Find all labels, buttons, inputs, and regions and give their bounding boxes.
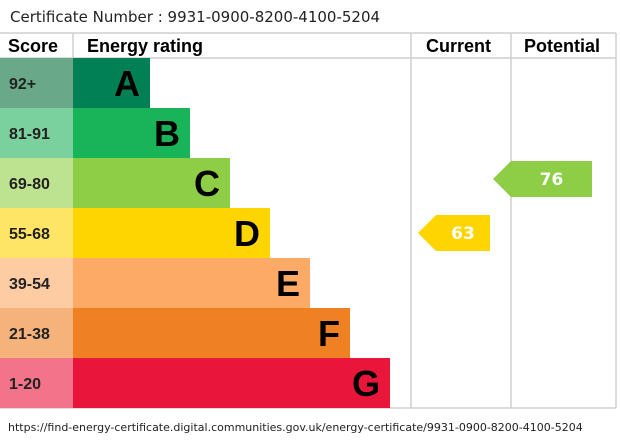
band-letter-B: B bbox=[154, 113, 180, 154]
header-potential: Potential bbox=[524, 36, 600, 56]
potential-rating-arrow bbox=[493, 161, 592, 197]
score-label-F: 21-38 bbox=[9, 326, 50, 343]
band-bar-B bbox=[73, 108, 190, 158]
score-label-E: 39-54 bbox=[9, 276, 50, 293]
score-label-D: 55-68 bbox=[9, 226, 50, 243]
band-bar-F bbox=[73, 308, 350, 358]
band-bar-G bbox=[73, 358, 390, 408]
band-bar-C bbox=[73, 158, 230, 208]
footer-url[interactable]: https://find-energy-certificate.digital.… bbox=[8, 421, 583, 434]
band-letter-A: A bbox=[114, 63, 140, 104]
score-cell-A bbox=[0, 58, 73, 108]
certificate-number: Certificate Number : 9931-0900-8200-4100… bbox=[10, 8, 380, 26]
score-cell-E bbox=[0, 258, 73, 308]
current-rating-value: 63 bbox=[451, 224, 475, 244]
band-letter-F: F bbox=[318, 313, 340, 354]
score-label-A: 92+ bbox=[9, 76, 36, 93]
band-bar-A bbox=[73, 58, 150, 108]
current-rating-arrow bbox=[418, 215, 490, 251]
score-label-C: 69-80 bbox=[9, 176, 50, 193]
header-energy-rating: Energy rating bbox=[87, 36, 203, 56]
score-cell-F bbox=[0, 308, 73, 358]
score-cell-G bbox=[0, 358, 73, 408]
band-letter-C: C bbox=[194, 163, 220, 204]
score-label-G: 1-20 bbox=[9, 376, 41, 393]
header-score: Score bbox=[8, 36, 58, 56]
band-letter-E: E bbox=[276, 263, 300, 304]
header-current: Current bbox=[426, 36, 491, 56]
score-cell-C bbox=[0, 158, 73, 208]
potential-rating-value: 76 bbox=[540, 170, 564, 190]
score-cell-B bbox=[0, 108, 73, 158]
score-cell-D bbox=[0, 208, 73, 258]
band-letter-G: G bbox=[352, 363, 380, 404]
band-bar-E bbox=[73, 258, 310, 308]
score-label-B: 81-91 bbox=[9, 126, 50, 143]
band-bar-D bbox=[73, 208, 270, 258]
band-letter-D: D bbox=[234, 213, 260, 254]
